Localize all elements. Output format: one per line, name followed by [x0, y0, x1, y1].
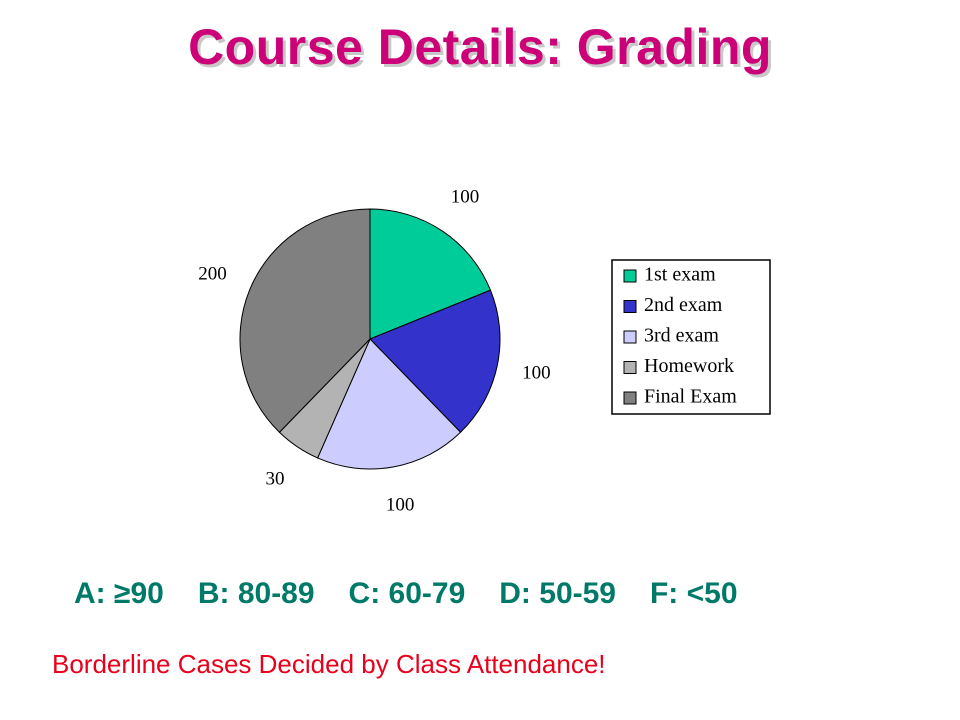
legend-label-homework: Homework	[644, 355, 734, 377]
legend-swatch-homework	[623, 361, 637, 374]
legend-swatch-2nd-exam	[623, 300, 637, 313]
legend-entries: 1st exam 2nd exam 3rd exam Homework Final Ex…	[623, 264, 737, 408]
pie-label-homework: 30	[266, 468, 285, 489]
pie-label-2nd-exam: 100	[522, 362, 551, 383]
slide-title: Course Details: Grading	[188, 19, 772, 75]
chart-legend: 1st exam 2nd exam 3rd exam Homework Final Ex…	[611, 259, 771, 415]
grade-c-range: C: 60-79	[348, 577, 466, 610]
pie-slices	[239, 208, 501, 470]
grade-f-threshold: F: <50	[649, 577, 738, 610]
legend-label-1st-exam: 1st exam	[644, 264, 716, 286]
legend-label-2nd-exam: 2nd exam	[644, 294, 723, 316]
legend-swatch-3rd-exam	[623, 330, 637, 344]
grade-a-threshold: A: ≥90	[74, 577, 164, 610]
pie-label-final-exam: 200	[198, 263, 227, 284]
legend-swatch-final-exam	[623, 391, 637, 405]
pie-label-1st-exam: 100	[451, 186, 480, 207]
legend-swatch-1st-exam	[623, 269, 637, 283]
attendance-note: Borderline Cases Decided by Class Attend…	[52, 649, 606, 679]
pie-slice-3rd-exam	[316, 338, 462, 470]
grade-b-range: B: 80-89	[197, 577, 315, 610]
pie-slice-1st-exam	[369, 208, 492, 340]
pie-label-3rd-exam: 100	[386, 495, 415, 516]
pie-slice-final-exam	[239, 208, 371, 433]
pie-data-labels: 100 100 100 30 200	[198, 186, 550, 515]
legend-label-final-exam: Final Exam	[644, 386, 737, 408]
grade-d-range: D: 50-59	[499, 577, 616, 610]
pie-slice-2nd-exam	[369, 289, 501, 433]
grading-scale: A: ≥90 B: 80-89 C: 60-79 D: 50-59 F: <50	[74, 577, 738, 611]
legend-label-3rd-exam: 3rd exam	[644, 325, 719, 347]
legend-frame	[611, 259, 771, 415]
